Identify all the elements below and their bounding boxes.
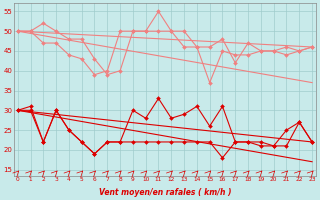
X-axis label: Vent moyen/en rafales ( km/h ): Vent moyen/en rafales ( km/h )	[99, 188, 231, 197]
